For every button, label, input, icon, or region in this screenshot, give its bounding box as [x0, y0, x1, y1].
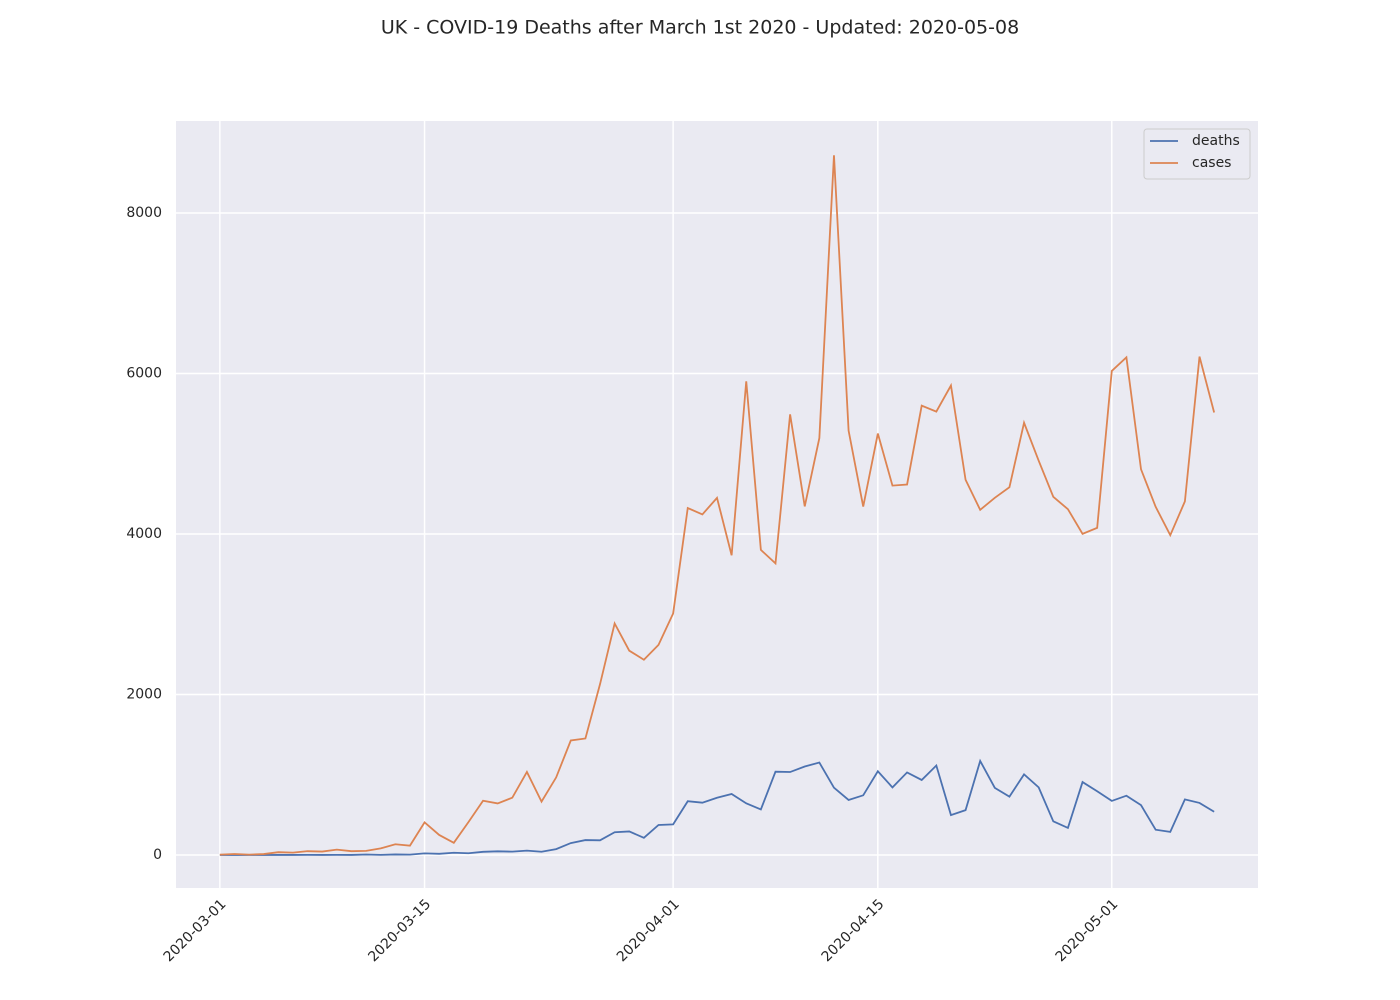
chart-title: UK - COVID-19 Deaths after March 1st 202…	[381, 17, 1019, 39]
legend-label: cases	[1192, 155, 1231, 171]
y-tick-label: 8000	[126, 205, 162, 221]
legend: deaths cases	[1143, 128, 1251, 180]
y-tick-label: 6000	[126, 365, 162, 381]
x-tick-label: 2020-05-01	[1053, 896, 1122, 965]
x-tick-label: 2020-04-01	[614, 896, 683, 965]
line	[219, 758, 1215, 856]
y-tick-label: 2000	[126, 687, 162, 703]
line	[219, 155, 1216, 856]
y-tick-label: 4000	[126, 526, 162, 542]
legend-label: deaths	[1192, 133, 1240, 149]
y-tick-label: 0	[153, 847, 162, 863]
x-tick-label: 2020-03-15	[365, 896, 434, 965]
x-tick-label: 2020-04-15	[819, 896, 888, 965]
plot-area	[176, 121, 1258, 888]
x-tick-label: 2020-03-01	[161, 896, 230, 965]
